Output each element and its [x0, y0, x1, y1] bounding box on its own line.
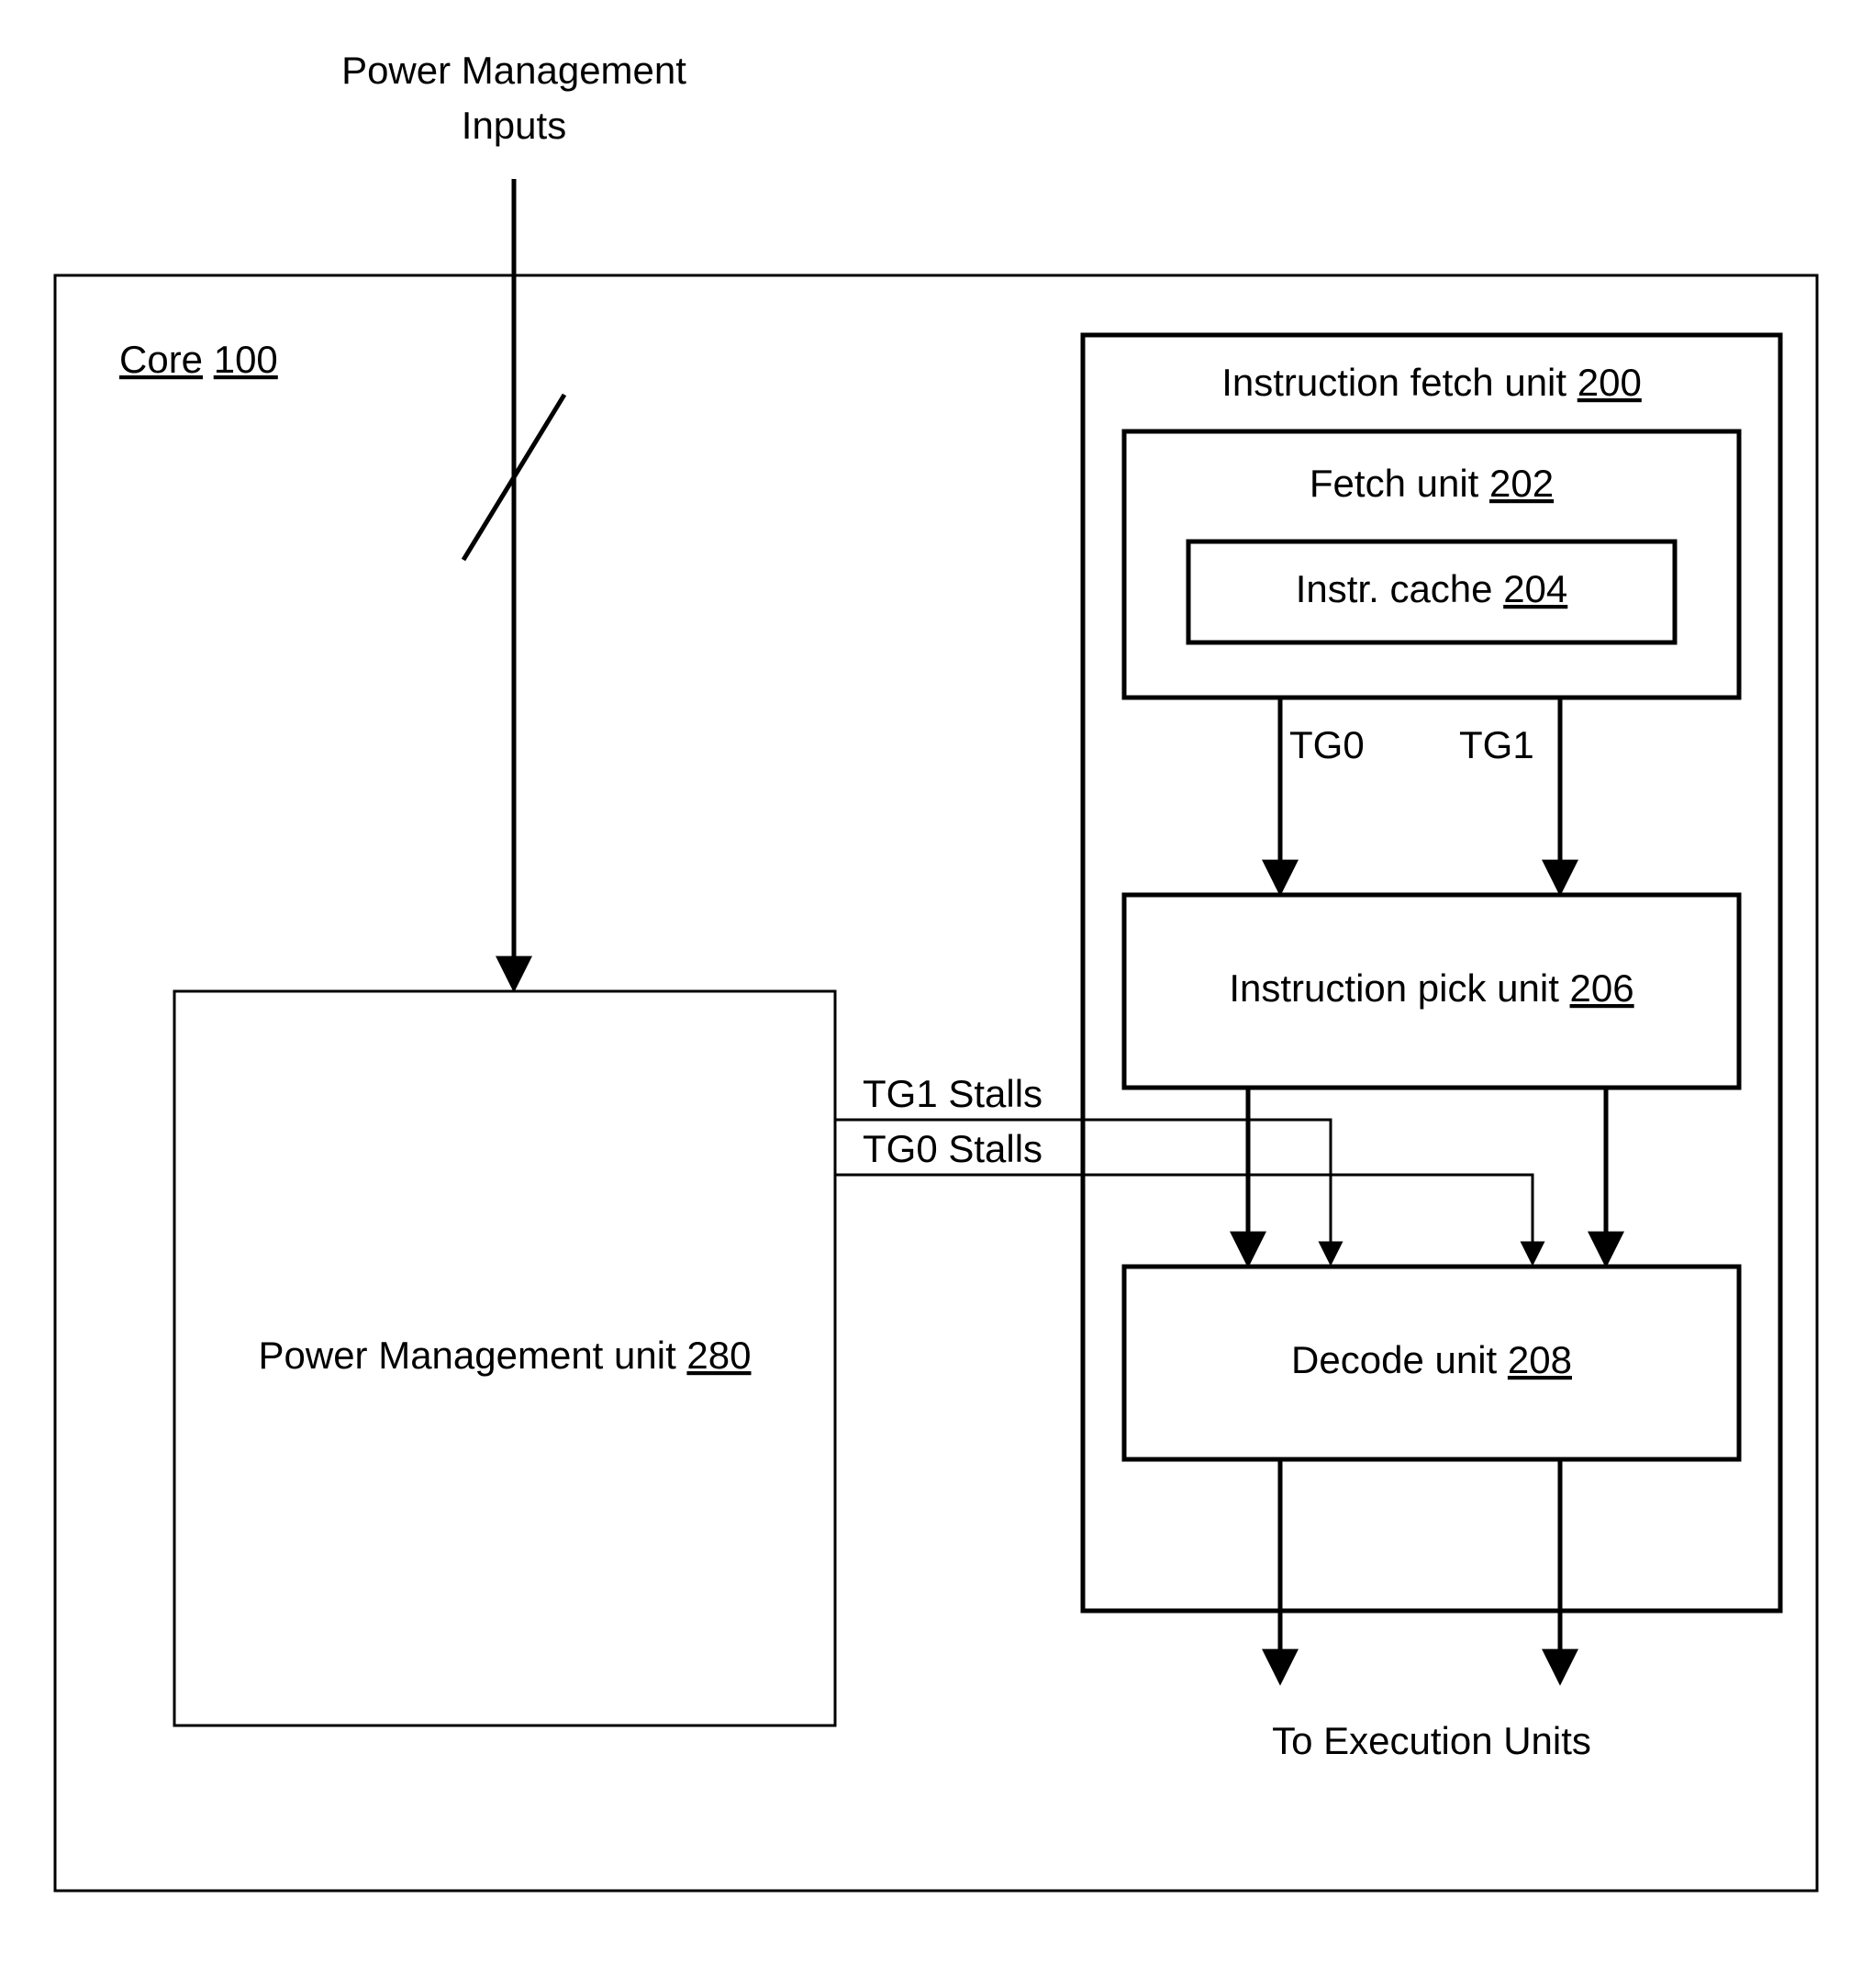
fetch-unit-label: Fetch unit 202	[1310, 462, 1554, 505]
to-exec-label: To Execution Units	[1272, 1719, 1591, 1762]
tg1-label: TG1	[1459, 723, 1534, 766]
pmu-label: Power Management unit 280	[258, 1334, 751, 1377]
pick-unit-label: Instruction pick unit 206	[1229, 966, 1633, 1010]
tg1-stalls-label: TG1 Stalls	[863, 1072, 1042, 1115]
tg0-stalls-label: TG0 Stalls	[863, 1127, 1042, 1170]
instr-cache-label: Instr. cache 204	[1296, 567, 1568, 610]
decode-unit-label: Decode unit 208	[1291, 1338, 1572, 1381]
core-label: Core 100	[119, 338, 278, 381]
ifu-label: Instruction fetch unit 200	[1221, 361, 1642, 404]
pm-inputs-label-l1: Power Management	[341, 49, 686, 92]
pm-inputs-label-l2: Inputs	[462, 104, 566, 147]
tg0-label: TG0	[1289, 723, 1365, 766]
